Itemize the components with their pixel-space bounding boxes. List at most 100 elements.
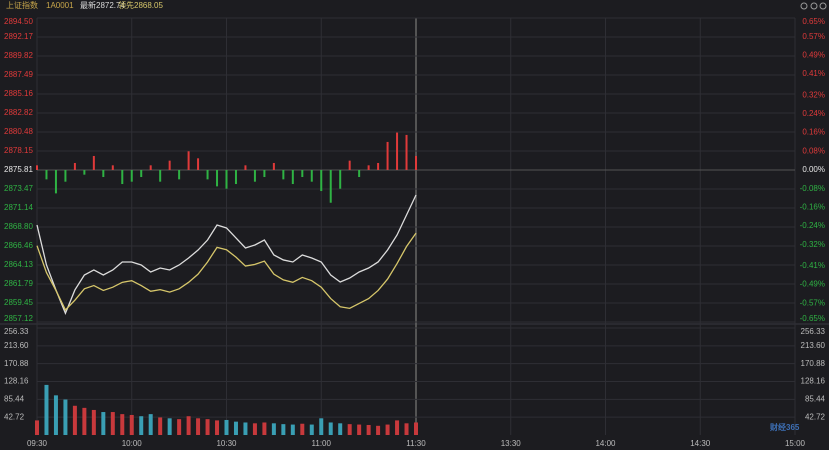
- x-tick-label: 14:30: [690, 439, 711, 448]
- y-tick-label: 256.33: [4, 327, 29, 336]
- volume-bar: [338, 423, 343, 435]
- settings-icon[interactable]: [810, 2, 818, 10]
- volume-bar: [290, 424, 295, 435]
- volume-bar: [82, 407, 87, 435]
- volume-bar: [233, 421, 238, 435]
- y2-tick-label: 213.60: [801, 341, 826, 350]
- price-line: [36, 194, 417, 315]
- volume-bar: [53, 395, 58, 435]
- volume-bar: [252, 423, 257, 435]
- volume-bar: [196, 418, 201, 435]
- volume-bar: [347, 424, 352, 435]
- volume-bar: [385, 424, 390, 435]
- y-tick-label: 2889.82: [4, 51, 33, 60]
- change-bar: [159, 170, 162, 182]
- change-bar: [92, 155, 95, 170]
- y2-tick-label: -0.49%: [800, 280, 825, 289]
- volume-bar: [139, 416, 144, 435]
- change-bar: [310, 170, 313, 182]
- change-bar: [405, 134, 408, 170]
- y2-tick-label: 0.24%: [802, 109, 825, 118]
- y-tick-label: 2873.47: [4, 184, 33, 193]
- index-name: 上证指数: [6, 0, 38, 10]
- y2-tick-label: 42.72: [805, 412, 826, 421]
- change-bar: [367, 165, 370, 170]
- change-bar: [396, 132, 399, 170]
- volume-bar: [243, 422, 248, 435]
- volume-bar: [167, 418, 172, 435]
- volume-bar: [404, 423, 409, 435]
- x-tick-label: 15:00: [785, 439, 806, 448]
- change-bar: [225, 170, 228, 189]
- change-bar: [45, 170, 48, 180]
- volume-bar: [91, 409, 96, 435]
- y-tick-label: 2887.49: [4, 70, 33, 79]
- x-tick-label: 10:00: [122, 439, 143, 448]
- change-bar: [121, 170, 124, 185]
- change-bar: [197, 158, 200, 170]
- y2-tick-label: -0.08%: [800, 184, 825, 193]
- y2-tick-label: 0.49%: [802, 51, 825, 60]
- volume-bar: [366, 424, 371, 435]
- y2-tick-label: -0.32%: [800, 240, 825, 249]
- change-bar: [263, 170, 266, 178]
- change-bar: [234, 170, 237, 185]
- close-icon[interactable]: [819, 2, 827, 10]
- watermark: 财经365: [769, 422, 800, 432]
- volume-bar: [120, 414, 125, 435]
- volume-bar: [376, 425, 381, 435]
- y2-tick-label: 128.16: [801, 377, 826, 386]
- y-tick-label: 2894.50: [4, 17, 33, 26]
- x-tick-label: 11:00: [312, 439, 332, 448]
- y-tick-label: 42.72: [4, 412, 25, 421]
- change-bar: [83, 170, 86, 175]
- y-tick-label: 2880.48: [4, 127, 33, 136]
- y2-tick-label: 0.08%: [802, 146, 825, 155]
- volume-bar: [148, 414, 153, 435]
- y2-tick-label: 0.57%: [802, 32, 825, 41]
- y2-tick-label: 170.88: [801, 359, 826, 368]
- y-tick-label: 2857.12: [4, 314, 33, 323]
- volume-bar: [72, 405, 77, 435]
- change-bar: [377, 162, 380, 170]
- volume-bar: [44, 384, 49, 435]
- lead-price: 领先2868.05: [118, 0, 163, 10]
- latest-price: 最新2872.74: [80, 0, 125, 10]
- change-bar: [301, 170, 304, 178]
- y2-tick-label: 0.65%: [802, 17, 825, 26]
- volume-bar: [101, 412, 106, 435]
- y2-tick-label: -0.65%: [800, 314, 825, 323]
- panel-divider: [0, 323, 829, 325]
- y-tick-label: 2866.46: [4, 241, 33, 250]
- x-tick-label: 14:00: [595, 439, 616, 448]
- volume-bar: [224, 419, 229, 435]
- refresh-icon[interactable]: [800, 2, 808, 10]
- change-bar: [102, 170, 105, 178]
- index-code: 1A0001: [46, 1, 74, 10]
- volume-bar: [158, 417, 163, 435]
- y-tick-label: 2882.82: [4, 108, 33, 117]
- x-tick-label: 10:30: [216, 439, 237, 448]
- y2-tick-label: -0.41%: [800, 261, 825, 270]
- volume-bar: [395, 420, 400, 435]
- change-bar: [339, 170, 342, 189]
- volume-bar: [357, 424, 362, 435]
- volume-bar: [110, 412, 115, 435]
- change-bar: [187, 151, 190, 170]
- change-bar: [358, 170, 361, 178]
- change-bar: [415, 155, 417, 170]
- y-tick-label: 2868.80: [4, 222, 33, 231]
- x-tick-label: 11:30: [406, 439, 426, 448]
- x-tick-label: 13:30: [501, 439, 522, 448]
- y-tick-label: 2885.16: [4, 89, 33, 98]
- change-bar: [36, 165, 38, 170]
- y-tick-label: 2871.14: [4, 203, 33, 212]
- change-bar: [320, 170, 323, 192]
- volume-bar: [215, 420, 220, 435]
- change-bar: [282, 170, 285, 180]
- volume-bar: [186, 416, 191, 435]
- y2-tick-label: 0.32%: [802, 90, 825, 99]
- y-tick-label: 85.44: [4, 394, 25, 403]
